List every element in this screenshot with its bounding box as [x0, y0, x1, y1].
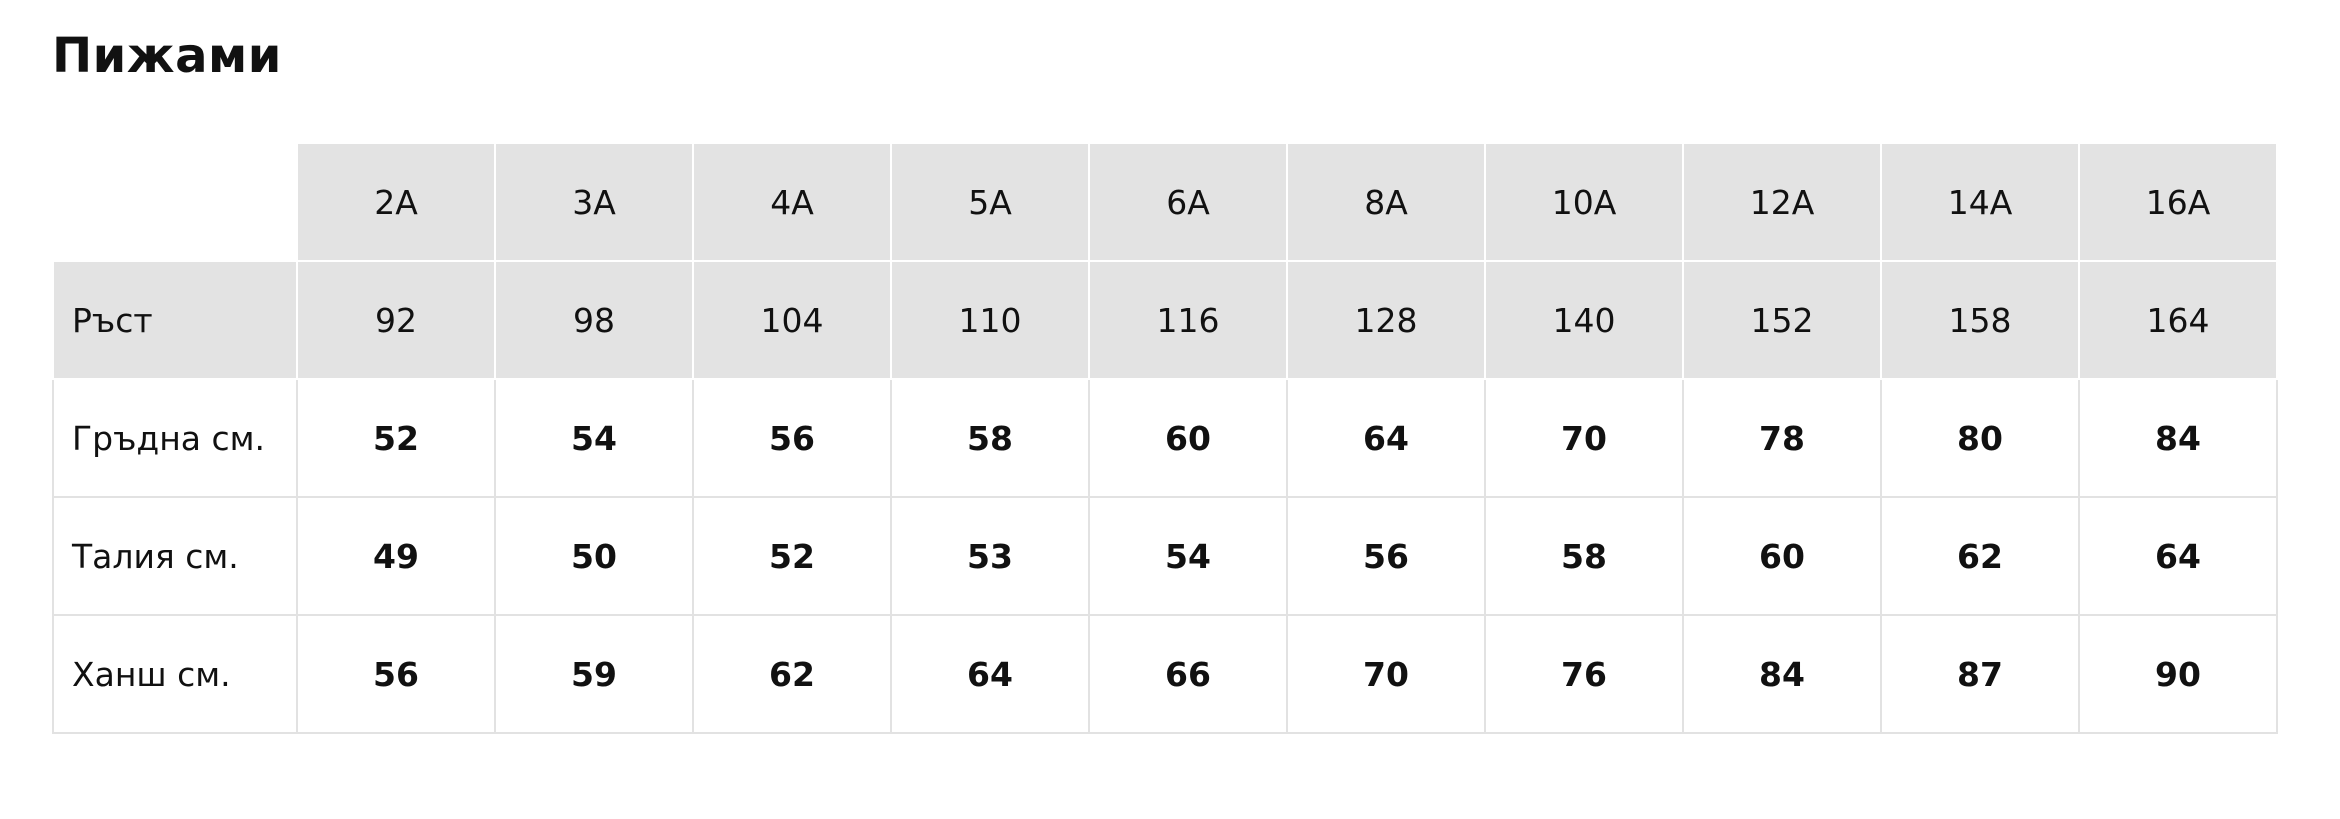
table-row: Ръст 92 98 104 110 116 128 140 152 158 164: [52, 260, 2278, 380]
column-header: 4A: [692, 142, 892, 262]
column-header: 5A: [890, 142, 1090, 262]
table-row: Ханш см. 56 59 62 64 66 70 76 84 87 90: [52, 614, 2278, 734]
column-header: 16A: [2078, 142, 2278, 262]
table-cell: 104: [692, 260, 892, 380]
table-cell: 80: [1880, 378, 2080, 498]
row-label: Гръдна см.: [52, 378, 298, 498]
table-cell: 84: [2078, 378, 2278, 498]
table-cell: 59: [494, 614, 694, 734]
column-header: 14A: [1880, 142, 2080, 262]
table-cell: 64: [1286, 378, 1486, 498]
table-row: Гръдна см. 52 54 56 58 60 64 70 78 80 84: [52, 378, 2278, 498]
table-cell: 87: [1880, 614, 2080, 734]
corner-cell: [53, 143, 298, 262]
table-cell: 90: [2078, 614, 2278, 734]
table-cell: 56: [692, 378, 892, 498]
table-cell: 70: [1286, 614, 1486, 734]
table-cell: 62: [1880, 496, 2080, 616]
size-table: 2A 3A 4A 5A 6A 8A 10A 12A 14A 16A Ръст 92 98 104 110 11…: [52, 142, 2278, 734]
table-cell: 49: [296, 496, 496, 616]
row-label: Талия см.: [52, 496, 298, 616]
header-row: 2A 3A 4A 5A 6A 8A 10A 12A 14A 16A: [53, 142, 2278, 262]
table-cell: 84: [1682, 614, 1882, 734]
column-header: 3A: [494, 142, 694, 262]
table-cell: 62: [692, 614, 892, 734]
column-header: 12A: [1682, 142, 1882, 262]
table-cell: 64: [890, 614, 1090, 734]
table-cell: 116: [1088, 260, 1288, 380]
table-cell: 92: [296, 260, 496, 380]
table-cell: 52: [692, 496, 892, 616]
column-header: 10A: [1484, 142, 1684, 262]
table-cell: 140: [1484, 260, 1684, 380]
table-cell: 152: [1682, 260, 1882, 380]
table-row: Талия см. 49 50 52 53 54 56 58 60 62 64: [52, 496, 2278, 616]
table-cell: 98: [494, 260, 694, 380]
table-cell: 52: [296, 378, 496, 498]
table-cell: 58: [1484, 496, 1684, 616]
table-cell: 76: [1484, 614, 1684, 734]
table-cell: 53: [890, 496, 1090, 616]
table-cell: 66: [1088, 614, 1288, 734]
table-cell: 110: [890, 260, 1090, 380]
table-cell: 60: [1088, 378, 1288, 498]
page-title: Пижами: [52, 28, 282, 84]
row-label: Ръст: [52, 260, 298, 380]
row-label: Ханш см.: [52, 614, 298, 734]
table-cell: 50: [494, 496, 694, 616]
table-cell: 78: [1682, 378, 1882, 498]
table-cell: 70: [1484, 378, 1684, 498]
table-cell: 164: [2078, 260, 2278, 380]
table-cell: 54: [494, 378, 694, 498]
table-cell: 56: [1286, 496, 1486, 616]
table-cell: 64: [2078, 496, 2278, 616]
table-cell: 158: [1880, 260, 2080, 380]
table-cell: 58: [890, 378, 1090, 498]
table-cell: 54: [1088, 496, 1288, 616]
column-header: 6A: [1088, 142, 1288, 262]
column-header: 2A: [296, 142, 496, 262]
column-header: 8A: [1286, 142, 1486, 262]
table-cell: 60: [1682, 496, 1882, 616]
table-cell: 128: [1286, 260, 1486, 380]
table-cell: 56: [296, 614, 496, 734]
